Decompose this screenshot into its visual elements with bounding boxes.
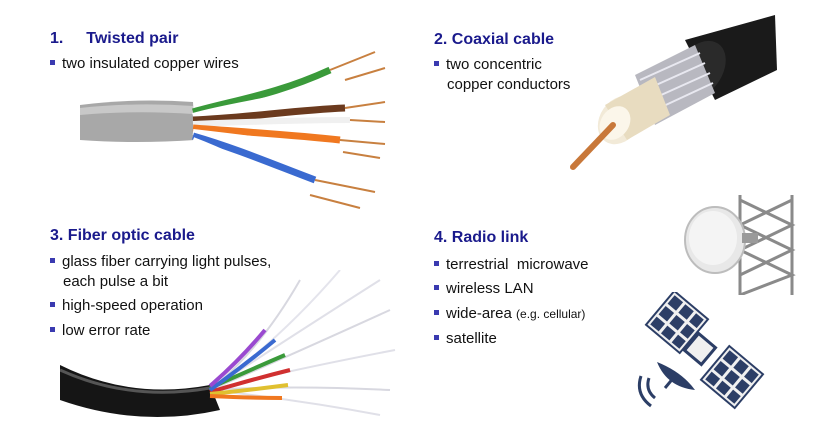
twisted-pair-cable-image [80,51,386,209]
coax-bullet-1: two concentric copper conductors [434,55,570,95]
fiber-bullet-2: high-speed operation [50,296,203,316]
twisted-pair-number: 1. [50,30,64,47]
radio-bullet-3: wide-area (e.g. cellular) [434,304,585,324]
fiber-bullet-3: low error rate [50,321,150,341]
twisted-pair-title: Twisted pair [86,30,179,47]
twisted-pair-heading: 1. Twisted pair [50,30,178,48]
radio-bullet-1: terrestrial microwave [434,255,589,275]
fiber-optic-cable-image [60,270,396,418]
radio-heading: 4. Radio link [434,229,529,246]
microwave-dish-image [684,195,796,295]
twisted-bullet-1: two insulated copper wires [50,54,239,74]
radio-bullet-2: wireless LAN [434,279,534,299]
radio-bullet-4: satellite [434,329,497,349]
fiber-bullet-1: glass fiber carrying light pulses, each … [50,252,271,292]
satellite-image [637,292,765,410]
radio-bullet-3-note: (e.g. cellular) [516,307,586,321]
coaxial-heading: 2. Coaxial cable [434,31,555,48]
coaxial-cable-image [570,15,777,170]
fiber-heading: 3. Fiber optic cable [50,227,195,244]
